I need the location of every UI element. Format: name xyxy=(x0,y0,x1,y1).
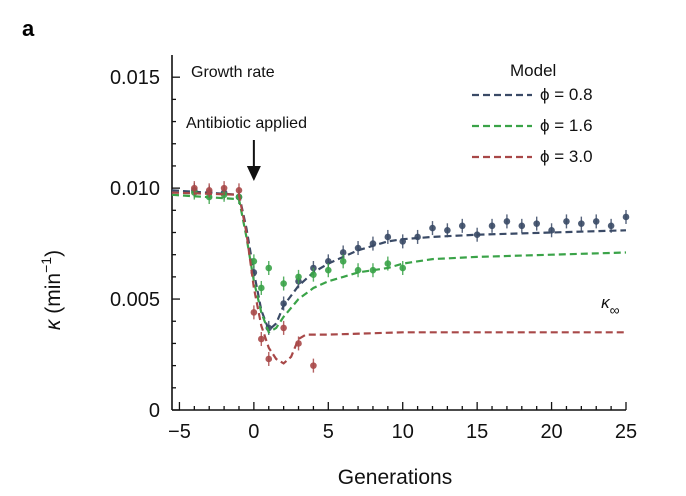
data-point xyxy=(258,335,265,343)
y-tick-label: 0.015 xyxy=(110,67,160,89)
data-point xyxy=(607,222,615,230)
data-point xyxy=(458,222,466,230)
data-point xyxy=(324,258,332,265)
x-axis-title: Generations xyxy=(338,466,452,489)
data-point xyxy=(250,258,258,265)
x-tick-label: −5 xyxy=(168,421,191,443)
data-point xyxy=(399,264,407,272)
model-line xyxy=(171,189,627,332)
data-point xyxy=(578,220,585,227)
data-point xyxy=(235,187,243,194)
antibiotic-label: Antibiotic applied xyxy=(186,115,307,132)
data-point xyxy=(339,258,347,265)
data-point xyxy=(354,244,362,252)
legend: Model ϕ = 0.8 ϕ = 1.6 ϕ = 3.0 xyxy=(472,61,593,166)
y-axis-unit: (min xyxy=(42,273,65,314)
data-point xyxy=(265,264,273,272)
data-point xyxy=(592,218,600,225)
data-point xyxy=(339,249,347,256)
data-point xyxy=(384,233,392,241)
x-tick-label: 20 xyxy=(540,421,562,443)
data-point xyxy=(488,222,496,230)
y-tick-label: 0.010 xyxy=(110,178,160,200)
y-tick-label: 0.005 xyxy=(110,289,160,311)
data-point xyxy=(414,233,421,241)
arrow-head xyxy=(246,166,261,181)
legend-title: Model xyxy=(510,61,556,80)
y-axis-unit-close: ) xyxy=(42,250,65,257)
series-1 xyxy=(171,185,627,334)
y-ticks: 0 0.005 0.010 0.015 xyxy=(110,67,180,422)
data-point xyxy=(280,324,287,332)
data-point xyxy=(533,220,540,227)
data-point xyxy=(310,271,317,278)
legend-entry: ϕ = 1.6 xyxy=(540,116,593,135)
data-point xyxy=(548,226,555,234)
kappa-inf-subscript: ∞ xyxy=(610,302,620,318)
data-point xyxy=(220,184,228,192)
panel-label: a xyxy=(22,16,35,41)
series-layer xyxy=(171,181,630,373)
model-line xyxy=(171,191,626,365)
legend-entry: ϕ = 0.8 xyxy=(540,85,593,104)
series-2 xyxy=(171,181,626,373)
y-axis-title: κ (min−1) xyxy=(38,250,65,330)
data-point xyxy=(399,238,407,245)
data-point xyxy=(280,300,287,307)
data-point xyxy=(250,309,258,316)
data-point xyxy=(384,260,392,267)
data-point xyxy=(369,266,377,274)
legend-entry: ϕ = 3.0 xyxy=(540,147,593,166)
data-point xyxy=(191,184,198,192)
x-tick-label: 0 xyxy=(248,421,259,443)
data-point xyxy=(503,218,511,225)
data-point xyxy=(310,362,317,369)
data-point xyxy=(205,187,213,194)
x-ticks: −5 0 5 10 15 20 25 xyxy=(168,402,637,443)
x-tick-label: 5 xyxy=(323,421,334,443)
data-point xyxy=(324,266,332,274)
data-point xyxy=(354,266,362,274)
data-point xyxy=(295,340,302,347)
data-point xyxy=(295,273,302,281)
data-point xyxy=(265,355,273,363)
data-point xyxy=(369,240,377,247)
x-tick-label: 25 xyxy=(615,421,637,443)
y-axis-unit-exp: −1 xyxy=(38,257,54,273)
data-point xyxy=(563,218,570,225)
x-tick-label: 15 xyxy=(466,421,488,443)
data-point xyxy=(429,224,436,232)
data-point xyxy=(518,222,526,230)
data-point xyxy=(473,231,481,239)
data-point xyxy=(622,213,630,221)
model-line xyxy=(171,193,627,334)
data-point xyxy=(258,284,265,292)
y-axis-symbol: κ xyxy=(42,318,65,330)
y-tick-label: 0 xyxy=(149,400,160,422)
x-tick-label: 10 xyxy=(392,421,414,443)
kappa-inf-symbol: κ xyxy=(601,293,611,312)
growth-rate-label: Growth rate xyxy=(191,64,275,81)
data-point xyxy=(444,226,451,234)
data-point xyxy=(280,280,287,287)
kappa-inf-label: κ∞ xyxy=(601,293,620,318)
antibiotic-arrow xyxy=(246,140,261,181)
